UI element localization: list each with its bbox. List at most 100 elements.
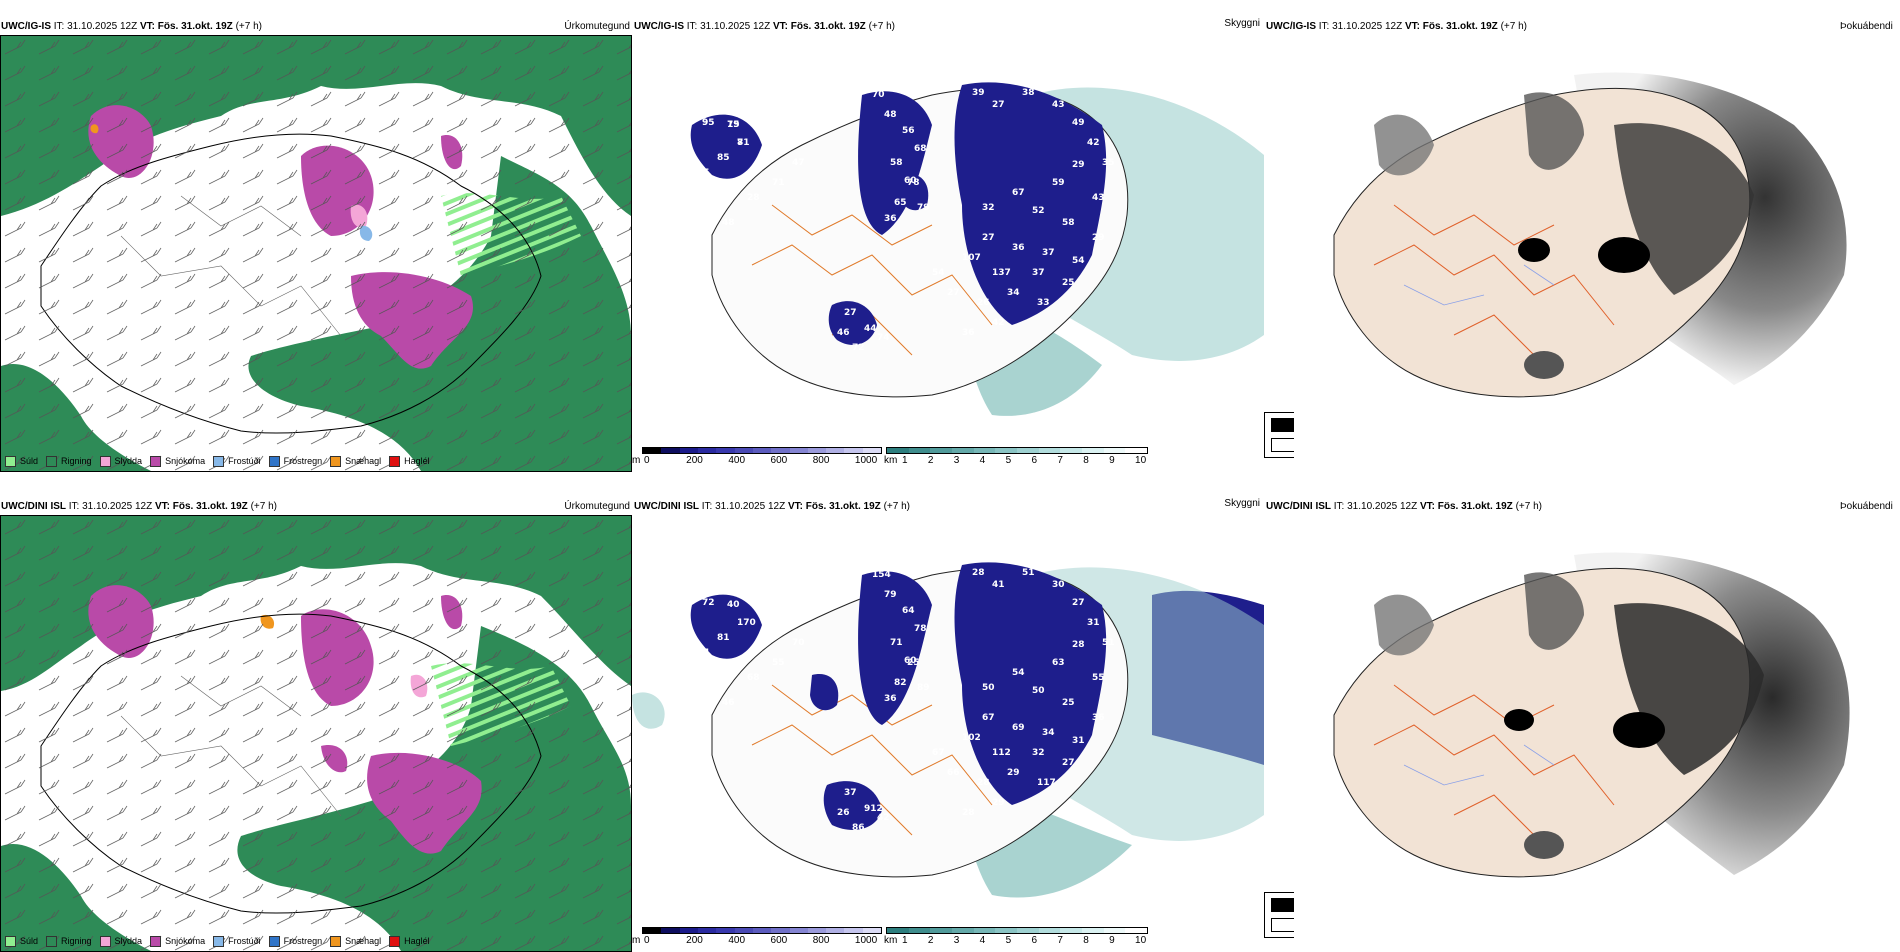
legend-swatch <box>150 455 162 467</box>
valid-label: VT: <box>139 21 155 32</box>
legend-swatch <box>99 455 111 467</box>
panel-header: UWC/IG-IS IT: 31.10.2025 12Z VT: Fös. 31… <box>634 20 895 34</box>
visibility-value: 25 <box>1062 278 1075 288</box>
legend-swatch <box>330 455 342 467</box>
colorbar-segment <box>1082 448 1104 453</box>
visibility-value: 67 <box>932 748 945 758</box>
visibility-value: 71 <box>737 138 750 148</box>
colorbar-tick: 600 <box>770 455 788 466</box>
visibility-value: 40 <box>727 600 740 610</box>
visibility-value: 58 <box>1062 218 1075 228</box>
visibility-value: 912 <box>864 804 883 814</box>
colorbar-segment <box>973 928 996 933</box>
visibility-value: 170 <box>737 618 756 628</box>
visibility-value: 67 <box>982 713 995 723</box>
colorbar-tick: 1000 <box>854 935 878 946</box>
colorbar-segment <box>930 448 953 453</box>
visibility-map: 77 72 40 170 81 64 36 154 79 64 78 71 60 82 36 28 41 51 30… <box>632 515 1264 925</box>
visibility-value: 56 <box>902 126 915 136</box>
colorbar-segment <box>995 448 1018 453</box>
visibility-value: 46 <box>722 698 735 708</box>
model-name: UWC/DINI ISL <box>1 501 66 512</box>
visibility-value: 37 <box>1032 268 1045 278</box>
colorbar-tick: 4 <box>979 455 986 466</box>
visibility-value: 34 <box>1007 288 1020 298</box>
legend-item-0: Súld <box>5 453 38 469</box>
visibility-value: 81 <box>717 633 730 643</box>
colorbar-tick: 600 <box>770 935 788 946</box>
model-name: UWC/IG-IS <box>634 21 684 32</box>
run-label: IT: <box>1318 21 1330 32</box>
visibility-value: 27 <box>947 288 960 298</box>
visibility-value: 36 <box>962 328 975 338</box>
visibility-value: 42 <box>1087 138 1100 148</box>
visibility-value: 69 <box>1012 723 1025 733</box>
colorbar-segment <box>807 448 827 453</box>
legend-swatch <box>5 935 16 947</box>
colorbar-tick: 8 <box>1083 935 1089 946</box>
visibility-value: 70 <box>872 90 885 100</box>
terrain-colorbar-bar <box>642 927 882 934</box>
lead-time: (+7 h) <box>1500 21 1527 32</box>
colorbar-segment <box>807 928 827 933</box>
colorbar-segment <box>661 448 680 453</box>
visibility-value: 34 <box>1042 728 1055 738</box>
panel-title: Skyggni <box>1224 18 1260 29</box>
legend-swatch <box>99 935 111 947</box>
legend-label: Frostúði <box>228 456 261 466</box>
colorbar-tick: 1 <box>902 935 908 946</box>
visibility-value: 39 <box>972 88 985 98</box>
lead-time: (+7 h) <box>868 21 895 32</box>
visibility-value: 31 <box>1072 736 1085 746</box>
valid-label: VT: <box>154 501 170 512</box>
precip-map-graphic <box>1 36 631 471</box>
panel-title: Úrkomutegund <box>564 21 630 32</box>
model-name: UWC/DINI ISL <box>634 501 699 512</box>
visibility-value: 38 <box>1022 88 1035 98</box>
visibility-value: 25 <box>1062 698 1075 708</box>
visibility-value: 36 <box>752 588 765 598</box>
colorbar-segment <box>716 928 735 933</box>
visibility-value: 27 <box>982 233 995 243</box>
colorbar-segment <box>1038 928 1061 933</box>
legend-item-4: Frostúði <box>213 453 261 469</box>
colorbar-tick: 1 <box>902 455 908 466</box>
legend-swatch <box>46 935 58 947</box>
visibility-value: 48 <box>884 110 897 120</box>
model-name: UWC/DINI ISL <box>1266 501 1331 512</box>
fog-index-map <box>1294 515 1854 950</box>
legend-item-4: Frostúði <box>213 933 261 949</box>
visibility-value: 54 <box>932 268 945 278</box>
legend-label: Haglél <box>404 456 430 466</box>
run-time: 31.10.2025 12Z <box>67 21 138 32</box>
visibility-value: 36 <box>1012 243 1025 253</box>
colorbar-segment <box>1060 928 1083 933</box>
visibility-value: 60 <box>904 176 917 186</box>
colorbar-tick: 0 <box>644 455 650 466</box>
legend-label: Snjókoma <box>165 936 206 946</box>
colorbar-segment <box>908 928 931 933</box>
visibility-unit: km <box>884 935 898 946</box>
visibility-value: 79 <box>917 203 930 213</box>
colorbar-tick: 800 <box>812 935 830 946</box>
panel-title: Úrkomutegund <box>564 501 630 512</box>
visibility-value: 107 <box>962 253 981 263</box>
visibility-value: 63 <box>1052 658 1065 668</box>
visibility-value: 42 <box>877 813 890 823</box>
visibility-value: 72 <box>852 343 865 353</box>
visibility-value: 68 <box>914 144 927 154</box>
visibility-value: 32 <box>982 203 995 213</box>
legend-swatch <box>389 455 401 467</box>
visibility-value: 102 <box>962 733 981 743</box>
colorbar-tick: 800 <box>812 455 830 466</box>
colorbar-segment <box>1038 448 1061 453</box>
legend-label: Rigning <box>61 936 92 946</box>
terrain-unit: m <box>632 455 641 466</box>
visibility-map: 24 95 75 71 85 25 62 70 48 56 68 58 60 65 36 39 27 38 43 49… <box>632 35 1264 445</box>
visibility-value: 36 <box>884 214 897 224</box>
visibility-value: 28 <box>972 568 985 578</box>
legend-label: Frostregn <box>283 456 323 466</box>
fog-index-panel-1: UWC/DINI ISL IT: 31.10.2025 12Z VT: Fös.… <box>1264 490 1900 950</box>
visibility-value: 82 <box>894 678 907 688</box>
visibility-value: 19 <box>727 120 740 130</box>
